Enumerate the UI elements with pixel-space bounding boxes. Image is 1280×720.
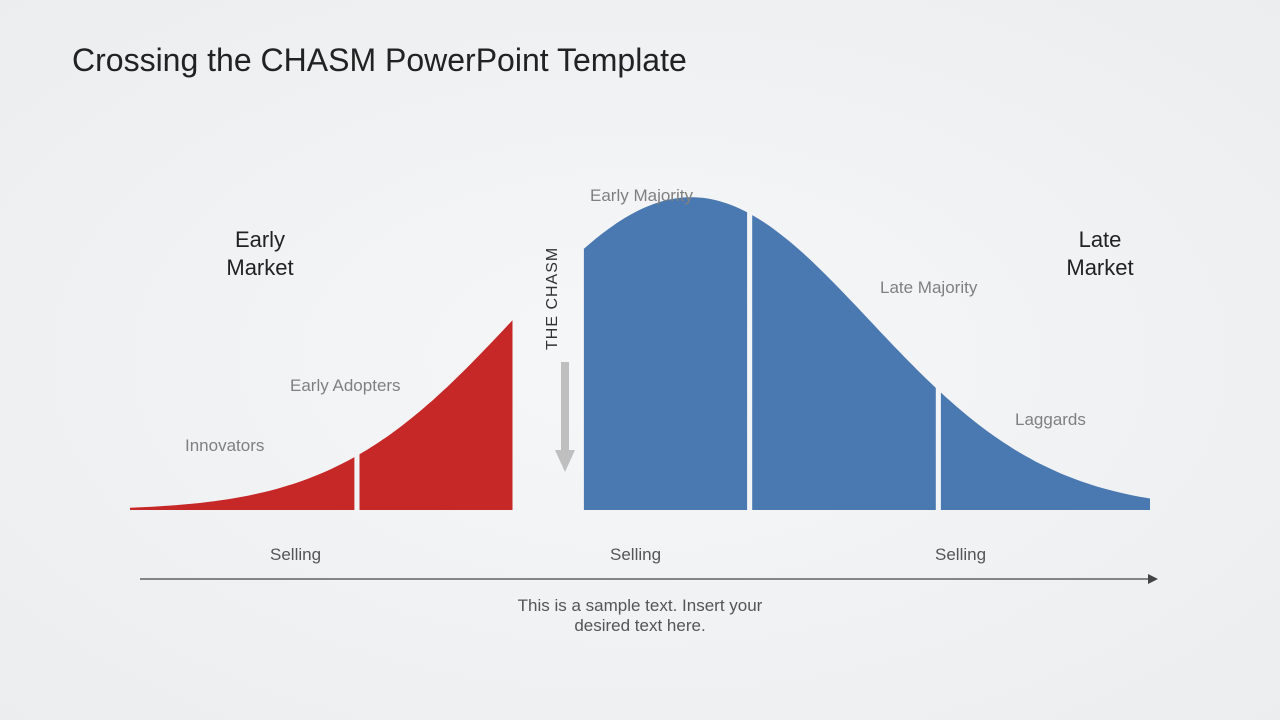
axis-label-1: Selling [270, 545, 321, 565]
segment-late-majority [752, 215, 936, 510]
chasm-arrow-icon [555, 362, 575, 474]
axis-label-2: Selling [610, 545, 661, 565]
caption-line-2: desired text here. [574, 616, 705, 635]
slide-caption: This is a sample text. Insert your desir… [440, 596, 840, 636]
segment-early-adopters [360, 320, 513, 510]
segment-early-majority [584, 197, 747, 510]
axis-label-3: Selling [935, 545, 986, 565]
segment-innovators [130, 457, 354, 510]
caption-line-1: This is a sample text. Insert your [518, 596, 763, 615]
laggards-label: Laggards [1015, 410, 1086, 430]
early-majority-label: Early Majority [590, 186, 693, 206]
x-axis-arrow [140, 573, 1160, 587]
early-adopters-label: Early Adopters [290, 376, 401, 396]
chasm-label: THE CHASM [544, 247, 562, 350]
innovators-label: Innovators [185, 436, 264, 456]
chasm-curve-chart [130, 170, 1150, 510]
slide-title: Crossing the CHASM PowerPoint Template [72, 42, 687, 79]
late-majority-label: Late Majority [880, 278, 977, 298]
